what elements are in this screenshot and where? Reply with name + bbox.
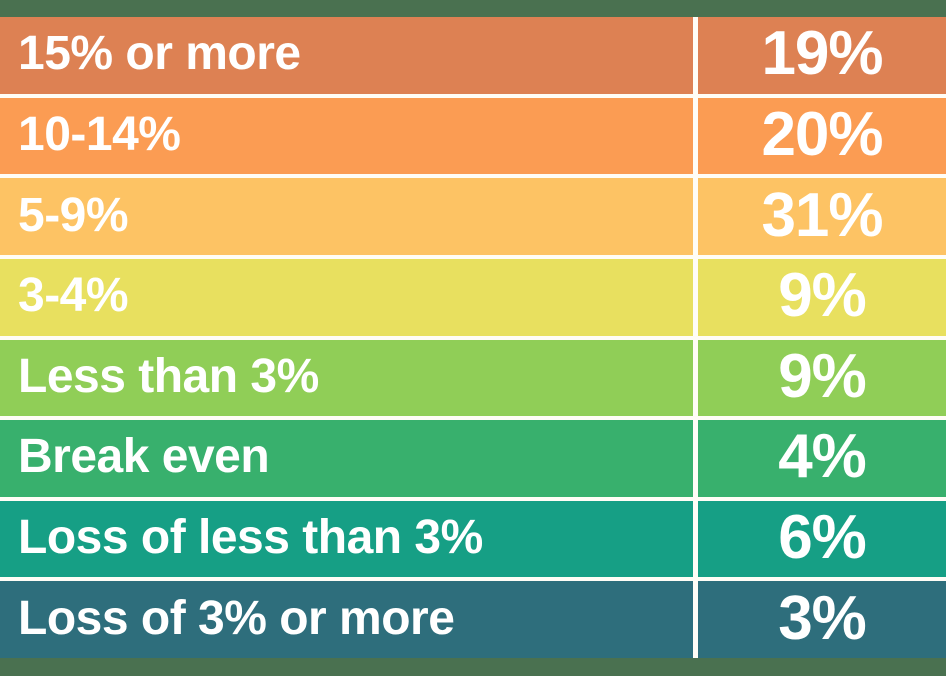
row-value-cell: 3% xyxy=(698,581,946,658)
row-value-cell: 9% xyxy=(698,259,946,336)
row-label: 15% or more xyxy=(18,27,301,81)
column-divider xyxy=(693,420,698,497)
row-label: 10-14% xyxy=(18,107,181,161)
table-row-3-4: 3-4% 9% xyxy=(0,258,946,336)
top-band xyxy=(0,0,946,17)
row-value: 31% xyxy=(761,180,883,250)
row-value-cell: 19% xyxy=(698,17,946,94)
row-label-cell: Less than 3% xyxy=(0,340,693,417)
column-divider xyxy=(693,500,698,578)
row-label-cell: Loss of less than 3% xyxy=(0,501,693,578)
row-label: Loss of 3% or more xyxy=(18,591,455,645)
table-row-less-than-3: Less than 3% 9% xyxy=(0,339,946,417)
row-value: 3% xyxy=(778,583,867,653)
column-divider xyxy=(693,339,698,417)
table-row-loss-less-than-3: Loss of less than 3% 6% xyxy=(0,500,946,578)
column-divider xyxy=(693,97,698,175)
row-value: 20% xyxy=(761,99,883,169)
column-divider xyxy=(693,581,698,658)
row-value: 9% xyxy=(778,341,867,411)
row-label: Loss of less than 3% xyxy=(18,511,483,565)
table-row-break-even: Break even 4% xyxy=(0,420,946,497)
row-label-cell: 5-9% xyxy=(0,178,693,255)
row-label-cell: Loss of 3% or more xyxy=(0,581,693,658)
table-row-10-14: 10-14% 20% xyxy=(0,97,946,175)
row-label-cell: 3-4% xyxy=(0,259,693,336)
row-value: 4% xyxy=(778,422,867,492)
table-row-15-or-more: 15% or more 19% xyxy=(0,17,946,94)
table-row-5-9: 5-9% 31% xyxy=(0,178,946,255)
row-label: 5-9% xyxy=(18,188,129,242)
row-value-cell: 9% xyxy=(698,340,946,417)
row-label: 3-4% xyxy=(18,269,129,323)
row-value-cell: 6% xyxy=(698,501,946,578)
column-divider xyxy=(693,17,698,94)
row-label-cell: 10-14% xyxy=(0,98,693,175)
row-label: Less than 3% xyxy=(18,349,319,403)
table-row-loss-3-or-more: Loss of 3% or more 3% xyxy=(0,581,946,658)
row-value-cell: 20% xyxy=(698,98,946,175)
results-table: 15% or more 19% 10-14% 20% 5-9% 31% xyxy=(0,17,946,658)
row-label-cell: Break even xyxy=(0,420,693,497)
row-value-cell: 31% xyxy=(698,178,946,255)
row-value: 6% xyxy=(778,503,867,573)
column-divider xyxy=(693,178,698,255)
row-value: 9% xyxy=(778,261,867,331)
row-label-cell: 15% or more xyxy=(0,17,693,94)
row-value-cell: 4% xyxy=(698,420,946,497)
row-value: 19% xyxy=(761,19,883,89)
row-label: Break even xyxy=(18,430,270,484)
column-divider xyxy=(693,258,698,336)
bottom-band xyxy=(0,658,946,676)
